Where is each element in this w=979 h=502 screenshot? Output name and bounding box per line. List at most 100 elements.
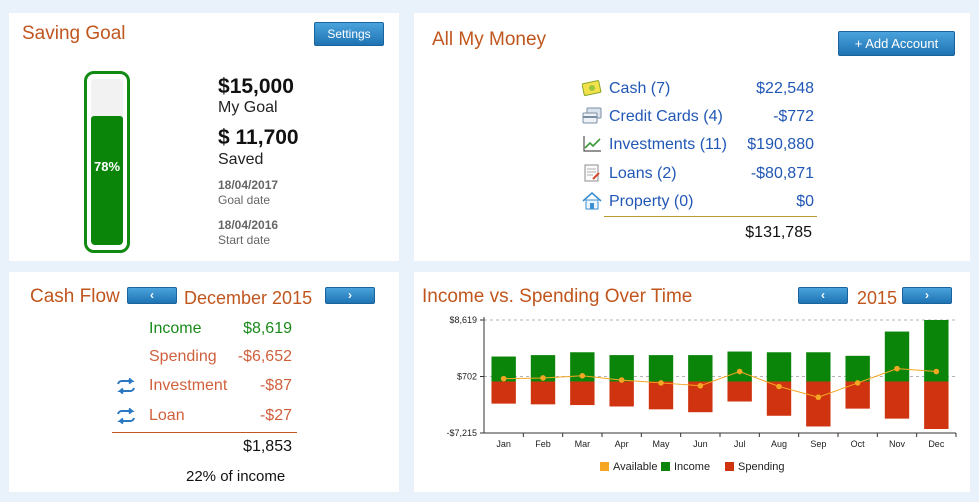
y-tick-label: -$7,215 [446, 428, 477, 438]
cash-flow-prev-button[interactable]: ‹ [127, 287, 177, 304]
cash-icon [582, 80, 602, 97]
goal-amount: $15,000 [218, 75, 294, 98]
x-tick-label: Oct [851, 439, 866, 449]
x-tick-label: Dec [928, 439, 945, 449]
add-account-button[interactable]: + Add Account [838, 31, 955, 56]
available-point [500, 375, 507, 382]
account-value: $0 [796, 193, 814, 210]
account-row-investments[interactable]: Investments (11) $190,880 [582, 134, 814, 160]
cash-flow-value: -$6,652 [237, 348, 292, 365]
account-name: Investments (11) [609, 136, 727, 153]
x-tick-label: Jan [496, 439, 511, 449]
available-point [815, 394, 822, 401]
cash-flow-divider [112, 432, 297, 433]
chart-year: 2015 [857, 288, 898, 308]
available-point [894, 365, 900, 372]
spending-bar [491, 381, 516, 404]
start-date-caption: Start date [218, 233, 271, 247]
available-point [658, 380, 664, 386]
income-spending-chart: $8,619 $702 -$7,215 Jan Feb Mar Apr May Jun Jul Au… [446, 315, 957, 473]
cash-flow-title: Cash Flow [30, 286, 120, 307]
income-bar [766, 352, 792, 382]
y-tick-label: $8,619 [449, 315, 477, 325]
saving-goal-title: Saving Goal [22, 23, 126, 44]
goal-progress-fill [91, 115, 123, 245]
transfer-icon [117, 378, 135, 394]
available-point [854, 380, 861, 386]
spending-bar [806, 381, 831, 427]
spending-bar [884, 381, 910, 419]
loan-document-icon [584, 164, 600, 182]
legend-swatch [661, 462, 670, 471]
income-bar [806, 352, 831, 382]
available-point [736, 368, 743, 375]
cash-flow-percent: 22% of income [186, 468, 286, 485]
money-total: $131,785 [745, 224, 812, 241]
cash-flow-label: Loan [149, 407, 185, 424]
cash-flow-panel: Cash Flow ‹ December 2015 › Income $8,61… [9, 272, 399, 492]
account-value: -$80,871 [750, 165, 814, 182]
x-tick-label: Sep [810, 439, 826, 449]
goal-progress-bar: 78% [84, 71, 130, 253]
legend-label: Income [674, 461, 710, 473]
x-tick-label: Jul [734, 439, 746, 449]
x-tick-label: Mar [575, 439, 591, 449]
spending-bar [570, 381, 595, 406]
all-my-money-title: All My Money [432, 29, 547, 50]
available-point [618, 377, 625, 383]
cash-flow-label: Investment [149, 377, 228, 394]
house-icon [582, 192, 602, 210]
start-date: 18/04/2016 [218, 218, 279, 232]
cash-flow-label: Spending [149, 348, 217, 365]
legend-swatch [725, 462, 734, 471]
account-name: Loans (2) [609, 165, 677, 182]
income-bar [648, 355, 674, 382]
x-tick-label: Nov [889, 439, 906, 449]
income-spending-title: Income vs. Spending Over Time [422, 286, 693, 307]
settings-button[interactable]: Settings [314, 22, 384, 46]
cash-flow-row-spending: Spending -$6,652 [149, 348, 309, 370]
goal-caption: My Goal [218, 99, 278, 116]
cash-flow-value: -$87 [259, 377, 292, 394]
account-name: Property (0) [609, 193, 694, 210]
account-row-loans[interactable]: Loans (2) -$80,871 [582, 163, 814, 189]
cash-flow-period: December 2015 [184, 288, 313, 308]
y-tick-label: $702 [457, 372, 477, 382]
account-row-credit-cards[interactable]: Credit Cards (4) -$772 [582, 106, 814, 132]
cash-flow-row-investment[interactable]: Investment -$87 [117, 377, 309, 399]
x-tick-label: Feb [535, 439, 551, 449]
legend-label: Available [613, 461, 657, 473]
available-point [579, 373, 586, 379]
spending-bar [727, 381, 752, 402]
account-value: $22,548 [756, 80, 814, 97]
cash-flow-label: Income [149, 320, 202, 337]
account-name: Credit Cards (4) [609, 108, 723, 125]
available-line [503, 368, 937, 398]
x-tick-label: Apr [615, 439, 629, 449]
cash-flow-row-loan[interactable]: Loan -$27 [117, 407, 309, 429]
income-bar [727, 351, 752, 382]
total-divider [604, 216, 817, 217]
available-point [933, 368, 940, 375]
cash-flow-next-button[interactable]: › [325, 287, 375, 304]
chart-prev-button[interactable]: ‹ [798, 287, 848, 304]
cash-flow-value: $8,619 [243, 320, 292, 337]
transfer-icon [117, 408, 135, 424]
account-row-property[interactable]: Property (0) $0 [582, 191, 814, 217]
spending-bar [609, 381, 634, 407]
all-my-money-panel: All My Money + Add Account Cash (7) $22,… [414, 13, 970, 261]
investment-chart-icon [583, 136, 601, 152]
x-tick-label: Aug [771, 439, 787, 449]
goal-date: 18/04/2017 [218, 178, 279, 192]
cash-flow-row-income: Income $8,619 [149, 320, 309, 342]
x-tick-label: May [652, 439, 670, 449]
available-point [540, 375, 546, 381]
cash-flow-total: $1,853 [243, 438, 292, 455]
goal-progress-label: 78% [93, 159, 121, 174]
income-bar [609, 355, 634, 382]
chart-next-button[interactable]: › [902, 287, 952, 304]
income-bar [884, 331, 910, 382]
legend-swatch [600, 462, 609, 471]
account-row-cash[interactable]: Cash (7) $22,548 [582, 78, 814, 104]
available-point [776, 383, 782, 390]
